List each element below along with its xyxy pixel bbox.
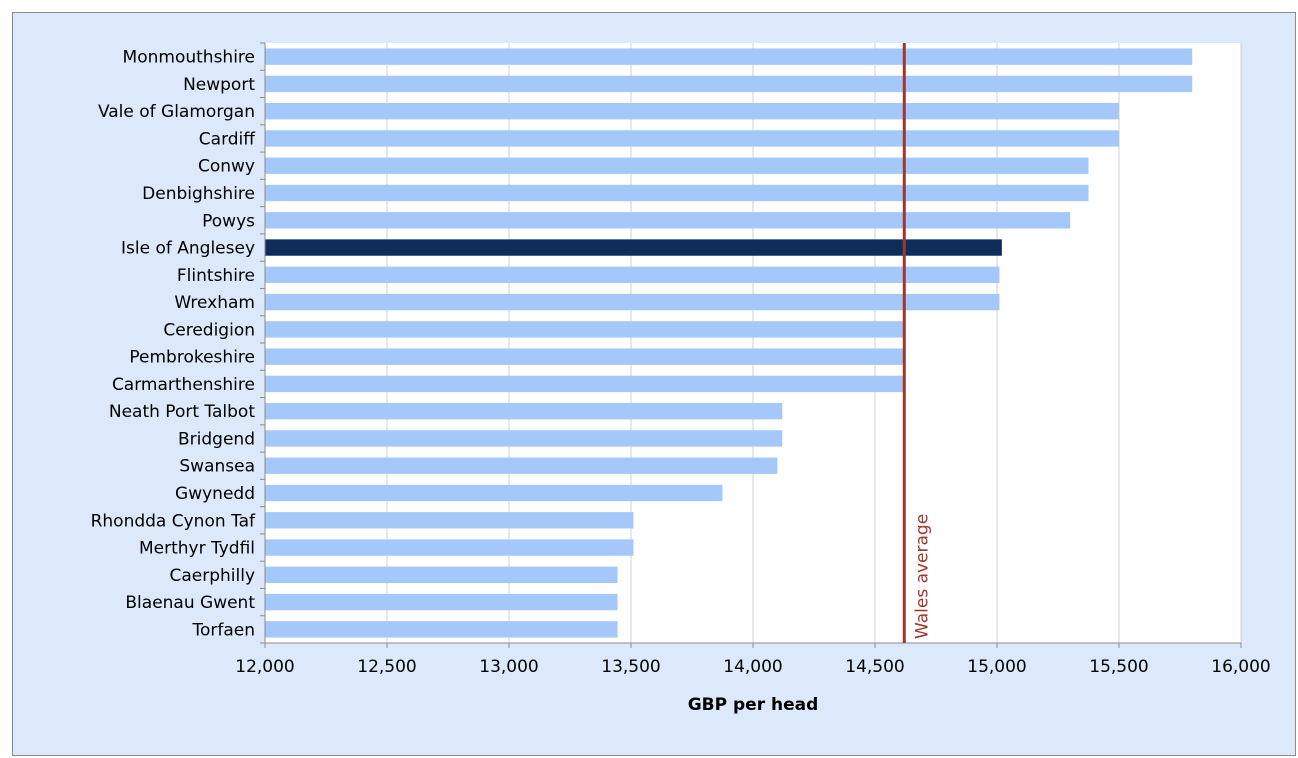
bar — [265, 158, 1089, 174]
bar — [265, 267, 999, 283]
x-tick-label: 14,000 — [723, 657, 782, 677]
bar — [265, 621, 618, 637]
bar — [265, 458, 777, 474]
bar — [265, 376, 904, 392]
x-tick-label: 16,000 — [1211, 657, 1270, 677]
bar-highlighted — [265, 239, 1002, 255]
category-label: Wrexham — [174, 293, 255, 313]
x-tick-label: 13,000 — [479, 657, 538, 677]
category-label: Monmouthshire — [123, 48, 255, 68]
x-tick-label: 12,500 — [357, 657, 416, 677]
bar — [265, 430, 782, 446]
category-label: Merthyr Tydfil — [139, 539, 255, 559]
x-tick-label: 12,000 — [235, 657, 294, 677]
bar — [265, 103, 1119, 119]
wales-average-label: Wales average — [912, 514, 932, 639]
category-label: Denbighshire — [142, 184, 255, 204]
bar — [265, 567, 618, 583]
bar — [265, 76, 1192, 92]
category-label: Isle of Anglesey — [121, 239, 255, 259]
x-tick-label: 15,500 — [1089, 657, 1148, 677]
bar — [265, 321, 904, 337]
category-label: Bridgend — [178, 429, 255, 449]
category-label: Blaenau Gwent — [125, 593, 255, 613]
bar — [265, 403, 782, 419]
category-label: Powys — [202, 211, 255, 231]
category-label: Gwynedd — [175, 484, 255, 504]
bar-chart: 12,000 12,500 13,000 13,500 14,000 14,500 15,0… — [13, 13, 1297, 757]
x-tick-label: 13,500 — [601, 657, 660, 677]
chart-container: 12,000 12,500 13,000 13,500 14,000 14,500 15,0… — [12, 12, 1296, 756]
x-tick-label: 14,500 — [845, 657, 904, 677]
bar — [265, 48, 1192, 64]
category-label: Newport — [183, 75, 255, 95]
bar — [265, 594, 618, 610]
category-label: Swansea — [179, 457, 255, 477]
category-label: Torfaen — [191, 620, 255, 640]
category-label: Carmarthenshire — [112, 375, 255, 395]
bar — [265, 294, 999, 310]
x-axis-title: GBP per head — [688, 695, 819, 715]
category-label: Caerphilly — [169, 566, 255, 586]
bar — [265, 185, 1089, 201]
bar — [265, 539, 633, 555]
bar — [265, 130, 1119, 146]
category-label: Neath Port Talbot — [109, 402, 255, 422]
bar — [265, 512, 633, 528]
category-label: Flintshire — [177, 266, 255, 286]
category-label: Pembrokeshire — [129, 348, 255, 368]
bar — [265, 485, 723, 501]
category-label: Ceredigion — [163, 320, 255, 340]
x-tick-label: 15,000 — [967, 657, 1026, 677]
category-label: Vale of Glamorgan — [98, 102, 255, 122]
bar — [265, 348, 904, 364]
bar — [265, 212, 1070, 228]
category-label: Cardiff — [199, 129, 256, 149]
category-label: Conwy — [198, 157, 255, 177]
category-label: Rhondda Cynon Taf — [91, 511, 256, 531]
